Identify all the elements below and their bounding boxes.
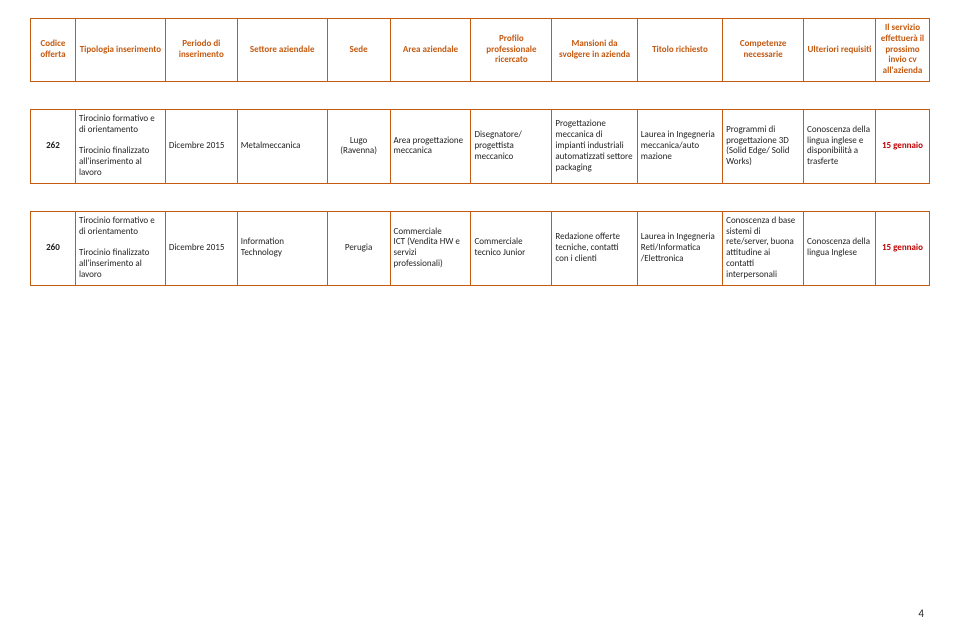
col-periodo: Periodo di inserimento [165, 19, 237, 82]
cell-titolo: Laurea in Ingegneria meccanica/auto mazi… [637, 109, 722, 183]
cell-settore: Information Technology [237, 211, 327, 285]
cell-codice: 262 [31, 109, 76, 183]
col-sede: Sede [327, 19, 390, 82]
cell-area: Area progettazione meccanica [390, 109, 471, 183]
col-profilo: Profilo professionale ricercato [471, 19, 552, 82]
cell-periodo: Dicembre 2015 [165, 211, 237, 285]
col-codice: Codice offerta [31, 19, 76, 82]
job-offers-table: Codice offerta Tipologia inserimento Per… [30, 18, 930, 286]
cell-sede: Perugia [327, 211, 390, 285]
col-settore: Settore aziendale [237, 19, 327, 82]
cell-requisiti: Conoscenza della lingua inglese e dispon… [804, 109, 876, 183]
page-number: 4 [918, 607, 924, 620]
cell-titolo: Laurea in Ingegneria Reti/Informatica /E… [637, 211, 722, 285]
cell-tipologia: Tirocinio formativo e di orientamento Ti… [75, 211, 165, 285]
col-deadline: Il servizio effettuerà il prossimo invio… [875, 19, 929, 82]
cell-periodo: Dicembre 2015 [165, 109, 237, 183]
cell-codice: 260 [31, 211, 76, 285]
cell-mansioni: Progettazione meccanica di impianti indu… [552, 109, 637, 183]
col-tipologia: Tipologia inserimento [75, 19, 165, 82]
page-container: Codice offerta Tipologia inserimento Per… [0, 0, 960, 634]
col-titolo: Titolo richiesto [637, 19, 722, 82]
col-requisiti: Ulteriori requisiti [804, 19, 876, 82]
cell-settore: Metalmeccanica [237, 109, 327, 183]
cell-tipologia: Tirocinio formativo e di orientamento Ti… [75, 109, 165, 183]
spacer-row [31, 81, 930, 109]
cell-mansioni: Redazione offerte tecniche, contatti con… [552, 211, 637, 285]
table-row: 262 Tirocinio formativo e di orientament… [31, 109, 930, 183]
table-header: Codice offerta Tipologia inserimento Per… [31, 19, 930, 82]
cell-deadline: 15 gennaio [875, 211, 929, 285]
cell-deadline: 15 gennaio [875, 109, 929, 183]
col-area: Area aziendale [390, 19, 471, 82]
spacer-row [31, 183, 930, 211]
table-row: 260 Tirocinio formativo e di orientament… [31, 211, 930, 285]
cell-competenze: Programmi di progettazione 3D (Solid Edg… [723, 109, 804, 183]
cell-profilo: Disegnatore/ progettista meccanico [471, 109, 552, 183]
cell-profilo: Commerciale tecnico Junior [471, 211, 552, 285]
col-mansioni: Mansioni da svolgere in azienda [552, 19, 637, 82]
col-competenze: Competenze necessarie [723, 19, 804, 82]
cell-requisiti: Conoscenza della lingua Inglese [804, 211, 876, 285]
cell-competenze: Conoscenza d base sistemi di rete/server… [723, 211, 804, 285]
cell-area: Commerciale ICT (Vendita HW e servizi pr… [390, 211, 471, 285]
cell-sede: Lugo (Ravenna) [327, 109, 390, 183]
